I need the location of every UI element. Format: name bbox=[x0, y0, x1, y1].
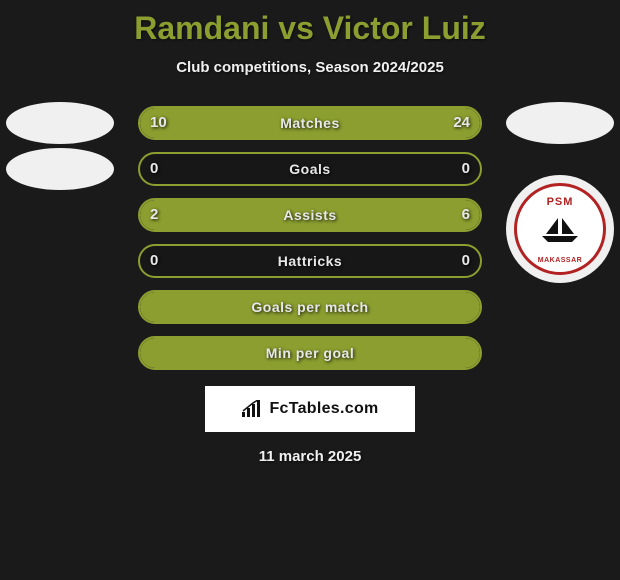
stat-row: Min per goal bbox=[0, 330, 620, 376]
page-title: Ramdani vs Victor Luiz bbox=[0, 0, 620, 47]
stat-label: Min per goal bbox=[138, 336, 482, 370]
club-badge: PSM MAKASSAR bbox=[506, 175, 614, 283]
club-badge-bottom-text: MAKASSAR bbox=[538, 257, 582, 264]
player-badge-left bbox=[6, 102, 114, 144]
chart-icon bbox=[241, 400, 263, 418]
page-subtitle: Club competitions, Season 2024/2025 bbox=[0, 59, 620, 76]
stat-row: Goals per match bbox=[0, 284, 620, 330]
stat-label: Goals bbox=[138, 152, 482, 186]
player-badge-right bbox=[506, 102, 614, 144]
club-badge-top-text: PSM bbox=[547, 196, 574, 208]
stat-label: Assists bbox=[138, 198, 482, 232]
stat-label: Goals per match bbox=[138, 290, 482, 324]
club-boat-icon bbox=[538, 214, 582, 244]
stat-row: 1024Matches bbox=[0, 100, 620, 146]
club-badge-inner: PSM MAKASSAR bbox=[514, 183, 606, 275]
watermark: FcTables.com bbox=[205, 386, 415, 432]
date-text: 11 march 2025 bbox=[0, 448, 620, 465]
stat-label: Matches bbox=[138, 106, 482, 140]
stat-label: Hattricks bbox=[138, 244, 482, 278]
watermark-text: FcTables.com bbox=[269, 400, 378, 418]
player-badge-left bbox=[6, 148, 114, 190]
